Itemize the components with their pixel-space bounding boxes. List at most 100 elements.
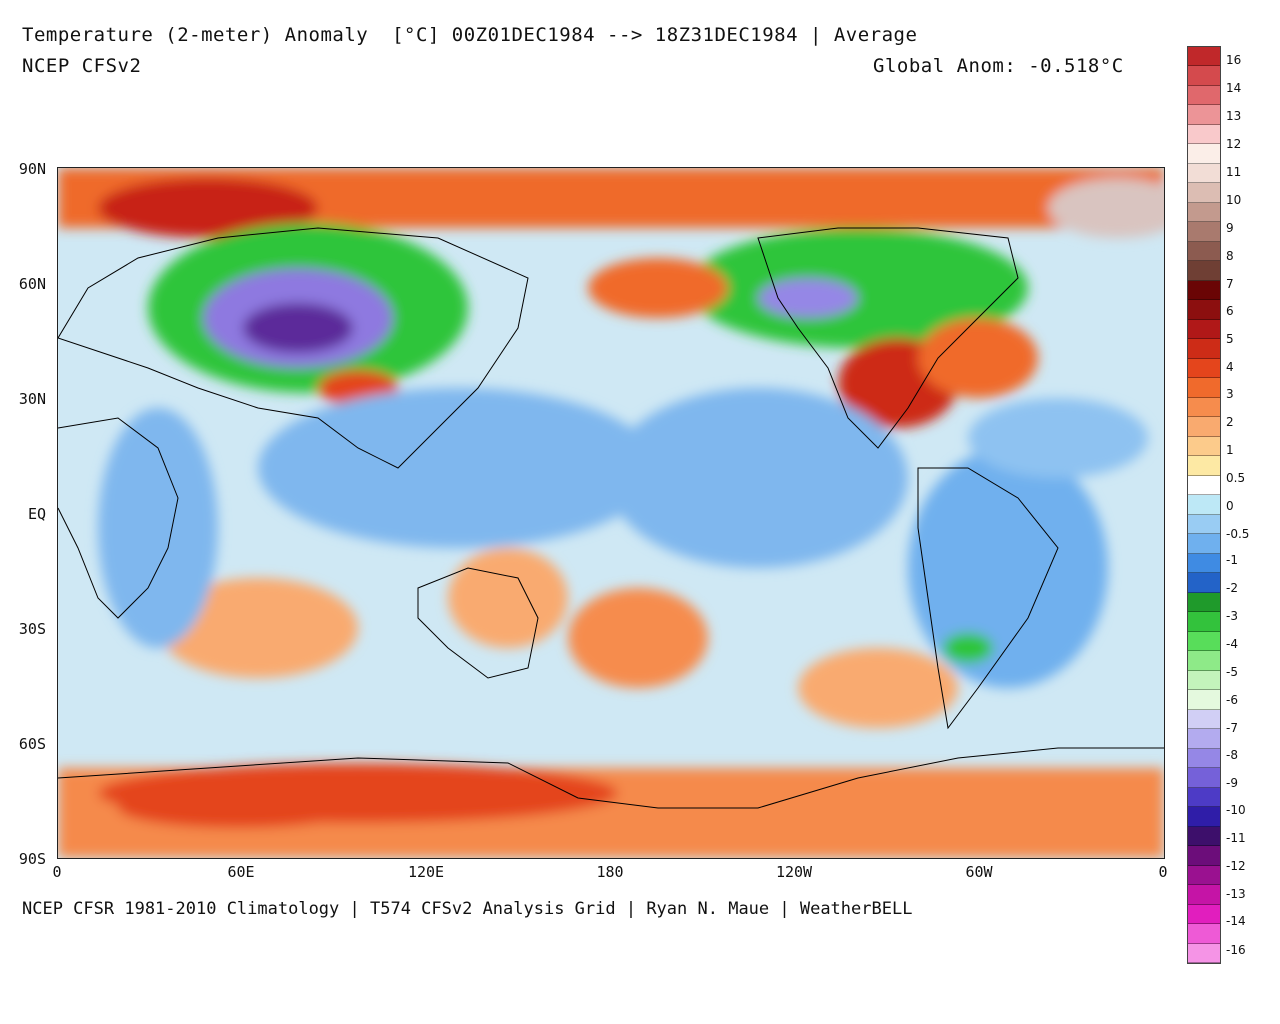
lat-label: 30N bbox=[18, 390, 46, 408]
color-scale-label: 2 bbox=[1226, 415, 1234, 429]
lon-label: 120W bbox=[775, 863, 813, 881]
lon-label: 0 bbox=[52, 863, 62, 881]
color-scale-swatch bbox=[1188, 241, 1220, 262]
color-scale-label: 10 bbox=[1226, 193, 1242, 207]
color-scale-swatch bbox=[1188, 202, 1220, 223]
color-scale-swatch bbox=[1188, 339, 1220, 359]
color-scale-label: -5 bbox=[1226, 665, 1238, 679]
color-scale-swatch bbox=[1188, 631, 1220, 652]
color-scale-swatch bbox=[1188, 417, 1220, 437]
color-scale-label: 9 bbox=[1226, 221, 1234, 235]
color-scale-label: 1 bbox=[1226, 443, 1234, 457]
color-scale-label: 7 bbox=[1226, 277, 1234, 291]
color-scale-swatch bbox=[1188, 456, 1220, 476]
color-scale-swatch bbox=[1188, 729, 1220, 749]
anomaly-field bbox=[58, 168, 1164, 858]
lon-label: 60E bbox=[227, 863, 255, 881]
color-scale-label: 0 bbox=[1226, 499, 1234, 513]
color-scale-label: -7 bbox=[1226, 721, 1238, 735]
anomaly-map bbox=[57, 167, 1165, 859]
lon-label: 60W bbox=[965, 863, 993, 881]
color-scale-label: 5 bbox=[1226, 332, 1234, 346]
color-scale-swatch bbox=[1188, 924, 1220, 944]
color-scale-label: -13 bbox=[1226, 887, 1246, 901]
color-scale-swatch bbox=[1188, 904, 1220, 925]
color-scale-swatch bbox=[1188, 670, 1220, 691]
color-scale-label: -2 bbox=[1226, 581, 1238, 595]
lon-label: 120E bbox=[407, 863, 445, 881]
color-scale-swatch bbox=[1188, 865, 1220, 886]
color-scale-swatch bbox=[1188, 690, 1220, 710]
color-scale-swatch bbox=[1188, 280, 1220, 301]
color-scale-swatch bbox=[1188, 592, 1220, 613]
anomaly-map-graphic bbox=[58, 168, 1164, 858]
coastline-outlines bbox=[58, 227, 1164, 809]
color-scale-swatch bbox=[1188, 436, 1220, 457]
color-scale-swatch bbox=[1188, 514, 1220, 535]
color-scale-label: 14 bbox=[1226, 81, 1242, 95]
color-scale-swatch bbox=[1188, 261, 1220, 281]
lat-label: EQ bbox=[27, 505, 46, 523]
color-scale-swatch bbox=[1188, 768, 1220, 788]
color-scale-label: -10 bbox=[1226, 803, 1246, 817]
color-scale-swatch bbox=[1188, 612, 1220, 632]
color-scale-label: -4 bbox=[1226, 637, 1238, 651]
color-scale-label: -12 bbox=[1226, 859, 1246, 873]
color-scale-swatch bbox=[1188, 709, 1220, 730]
color-scale-label: -6 bbox=[1226, 693, 1238, 707]
color-scale-swatch bbox=[1188, 397, 1220, 418]
color-scale-label: -9 bbox=[1226, 776, 1238, 790]
credits-footer: NCEP CFSR 1981-2010 Climatology | T574 C… bbox=[22, 899, 913, 919]
color-scale-swatch bbox=[1188, 495, 1220, 515]
color-scale-label: 6 bbox=[1226, 304, 1234, 318]
color-scale-swatch bbox=[1188, 534, 1220, 554]
color-scale-bar bbox=[1187, 46, 1221, 964]
color-scale-label: -11 bbox=[1226, 831, 1246, 845]
color-scale-label: -0.5 bbox=[1226, 527, 1250, 541]
color-scale-swatch bbox=[1188, 885, 1220, 905]
color-scale-swatch bbox=[1188, 47, 1220, 67]
color-scale-swatch bbox=[1188, 651, 1220, 671]
color-scale-swatch bbox=[1188, 105, 1220, 125]
lat-label: 90S bbox=[18, 850, 46, 868]
lon-label: 0 bbox=[1158, 863, 1168, 881]
color-scale-swatch bbox=[1188, 573, 1220, 593]
color-scale-swatch bbox=[1188, 846, 1220, 866]
color-scale-label: 4 bbox=[1226, 360, 1234, 374]
color-scale-swatch bbox=[1188, 807, 1220, 827]
color-scale-label: 0.5 bbox=[1226, 471, 1246, 485]
color-scale-swatch bbox=[1188, 787, 1220, 808]
color-scale-swatch bbox=[1188, 748, 1220, 769]
color-scale-swatch bbox=[1188, 124, 1220, 145]
lat-label: 90N bbox=[18, 160, 46, 178]
model-name: NCEP CFSv2 bbox=[22, 55, 142, 77]
color-scale-swatch bbox=[1188, 85, 1220, 106]
color-scale-swatch bbox=[1188, 553, 1220, 574]
color-scale-swatch bbox=[1188, 378, 1220, 398]
lon-label: 180 bbox=[596, 863, 624, 881]
color-scale-label: 3 bbox=[1226, 387, 1234, 401]
color-scale-swatch bbox=[1188, 300, 1220, 320]
color-scale-label: 11 bbox=[1226, 165, 1242, 179]
color-scale-swatch bbox=[1188, 66, 1220, 86]
color-scale-label: -14 bbox=[1226, 914, 1246, 928]
color-scale-swatch bbox=[1188, 144, 1220, 164]
color-scale-label: 16 bbox=[1226, 53, 1242, 67]
lat-label: 60S bbox=[18, 735, 46, 753]
color-scale-swatch bbox=[1188, 358, 1220, 379]
color-scale-swatch bbox=[1188, 163, 1220, 184]
color-scale-label: 12 bbox=[1226, 137, 1242, 151]
color-scale-swatch bbox=[1188, 475, 1220, 496]
color-scale-label: -1 bbox=[1226, 553, 1238, 567]
color-scale-swatch bbox=[1188, 943, 1220, 963]
color-scale-label: -16 bbox=[1226, 943, 1246, 957]
color-scale-swatch bbox=[1188, 319, 1220, 340]
color-scale-label: -3 bbox=[1226, 609, 1238, 623]
map-title: Temperature (2-meter) Anomaly [°C] 00Z01… bbox=[22, 24, 918, 46]
lat-label: 30S bbox=[18, 620, 46, 638]
color-scale-label: 13 bbox=[1226, 109, 1242, 123]
global-anomaly: Global Anom: -0.518°C bbox=[873, 55, 1124, 77]
color-scale-label: 8 bbox=[1226, 249, 1234, 263]
color-scale-swatch bbox=[1188, 183, 1220, 203]
lat-label: 60N bbox=[18, 275, 46, 293]
